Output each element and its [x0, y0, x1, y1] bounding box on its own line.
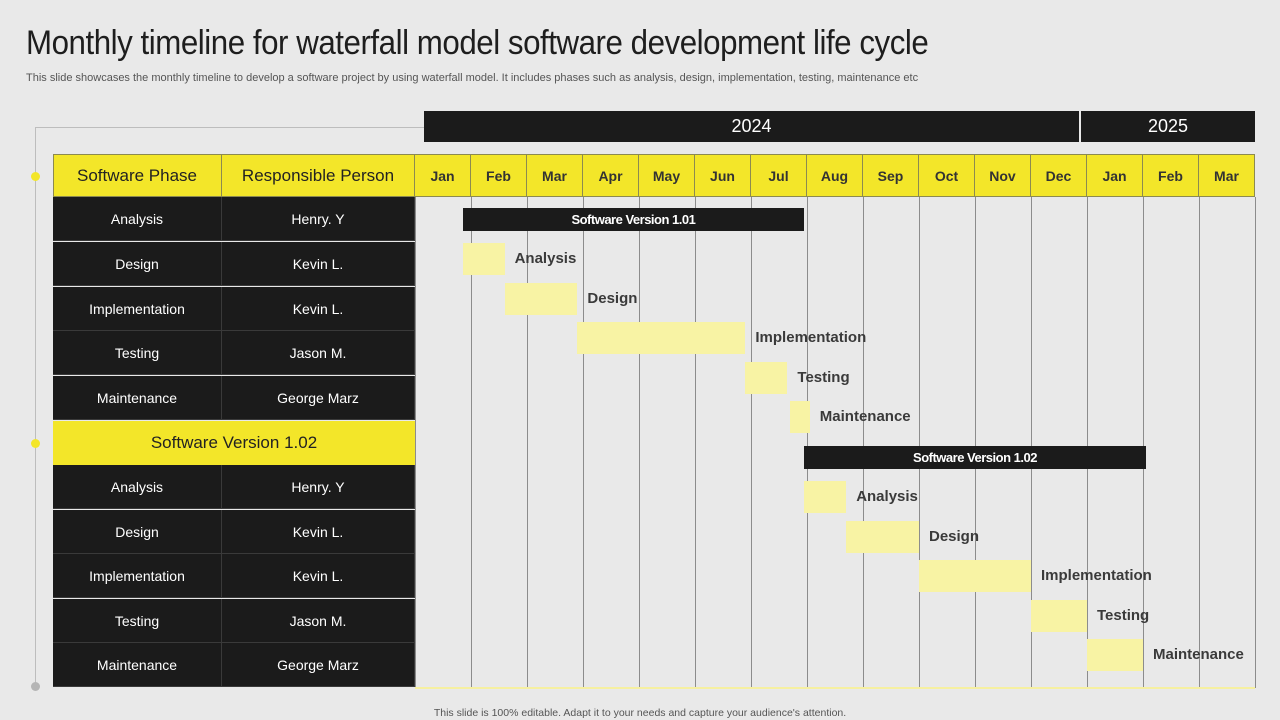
grid-line	[695, 197, 696, 688]
grid-line	[471, 197, 472, 688]
month-header: Feb	[1143, 154, 1199, 197]
month-header: Dec	[1031, 154, 1087, 197]
year-bar-2024: 2024	[424, 111, 1079, 142]
header-software-phase: Software Phase	[53, 154, 222, 197]
phase-bar	[790, 401, 810, 434]
phase-bar	[504, 282, 578, 315]
phase-bar	[846, 520, 919, 553]
phase-bar-label: Maintenance	[819, 408, 911, 426]
grid-line	[583, 197, 584, 688]
grid-line	[919, 197, 920, 688]
person-cell: Henry. Y	[222, 197, 415, 241]
phase-bar	[1087, 639, 1143, 672]
phase-bar	[1031, 599, 1087, 632]
guide-dot-middle	[31, 439, 40, 448]
person-cell: Jason M.	[222, 331, 415, 375]
grid-line	[1255, 197, 1256, 688]
month-header: Aug	[807, 154, 863, 197]
month-header: Oct	[919, 154, 975, 197]
phase-bar-label: Testing	[1097, 606, 1150, 624]
phase-cell: Analysis	[53, 465, 222, 509]
phase-bar-label: Maintenance	[1153, 646, 1244, 664]
grid-line	[1087, 197, 1088, 688]
year-bar-2025: 2025	[1081, 111, 1255, 142]
phase-bar-label: Implementation	[755, 329, 867, 347]
person-cell: Kevin L.	[222, 242, 415, 286]
grid-line	[639, 197, 640, 688]
footer-note: This slide is 100% editable. Adapt it to…	[433, 707, 847, 719]
guide-dot-top	[31, 172, 40, 181]
guide-dot-bottom	[31, 682, 40, 691]
grid-line	[1199, 197, 1200, 688]
grid-line	[527, 197, 528, 688]
month-header: May	[639, 154, 695, 197]
version-bar: Software Version 1.02	[804, 446, 1146, 469]
phase-bar	[919, 560, 1031, 593]
person-cell: Kevin L.	[222, 287, 415, 331]
month-header: Mar	[527, 154, 583, 197]
grid-line	[863, 197, 864, 688]
person-cell: George Marz	[222, 643, 415, 687]
month-header: Jul	[751, 154, 807, 197]
phase-bar-label: Analysis	[514, 250, 577, 267]
phase-bar-label: Analysis	[856, 488, 918, 505]
person-cell: George Marz	[222, 376, 415, 420]
page-subtitle: This slide showcases the monthly timelin…	[26, 72, 919, 84]
version-bar: Software Version 1.01	[462, 208, 805, 231]
phase-bar-label: Design	[929, 527, 980, 545]
phase-bar	[577, 322, 746, 355]
month-header: Jan	[415, 154, 471, 197]
month-header: Feb	[471, 154, 527, 197]
month-header: Nov	[975, 154, 1031, 197]
phase-bar-label: Testing	[797, 368, 850, 386]
month-header: Mar	[1199, 154, 1255, 197]
grid-line	[751, 197, 752, 688]
page-title: Monthly timeline for waterfall model sof…	[26, 24, 929, 62]
phase-cell: Design	[53, 510, 222, 554]
grid-line	[975, 197, 976, 688]
section-row-version-2: Software Version 1.02	[53, 421, 415, 465]
person-cell: Jason M.	[222, 599, 415, 643]
phase-cell: Implementation	[53, 554, 222, 598]
person-cell: Kevin L.	[222, 554, 415, 598]
phase-cell: Testing	[53, 599, 222, 643]
phase-cell: Analysis	[53, 197, 222, 241]
phase-cell: Maintenance	[53, 376, 222, 420]
guide-horizontal-line	[35, 127, 424, 128]
phase-bar	[462, 243, 505, 275]
phase-cell: Maintenance	[53, 643, 222, 687]
timeline-bottom-line	[415, 687, 1255, 689]
phase-bar	[804, 481, 847, 513]
grid-line	[807, 197, 808, 688]
month-header: Apr	[583, 154, 639, 197]
month-header: Jan	[1087, 154, 1143, 197]
phase-bar-label: Design	[587, 289, 638, 307]
person-cell: Kevin L.	[222, 510, 415, 554]
month-header: Jun	[695, 154, 751, 197]
person-cell: Henry. Y	[222, 465, 415, 509]
month-header: Sep	[863, 154, 919, 197]
phase-bar-label: Implementation	[1041, 567, 1152, 585]
phase-cell: Testing	[53, 331, 222, 375]
grid-line	[1031, 197, 1032, 688]
guide-vertical-line	[35, 127, 36, 687]
phase-cell: Design	[53, 242, 222, 286]
grid-line	[1143, 197, 1144, 688]
phase-bar	[745, 361, 788, 394]
header-responsible-person: Responsible Person	[222, 154, 415, 197]
phase-cell: Implementation	[53, 287, 222, 331]
grid-line	[415, 197, 416, 688]
